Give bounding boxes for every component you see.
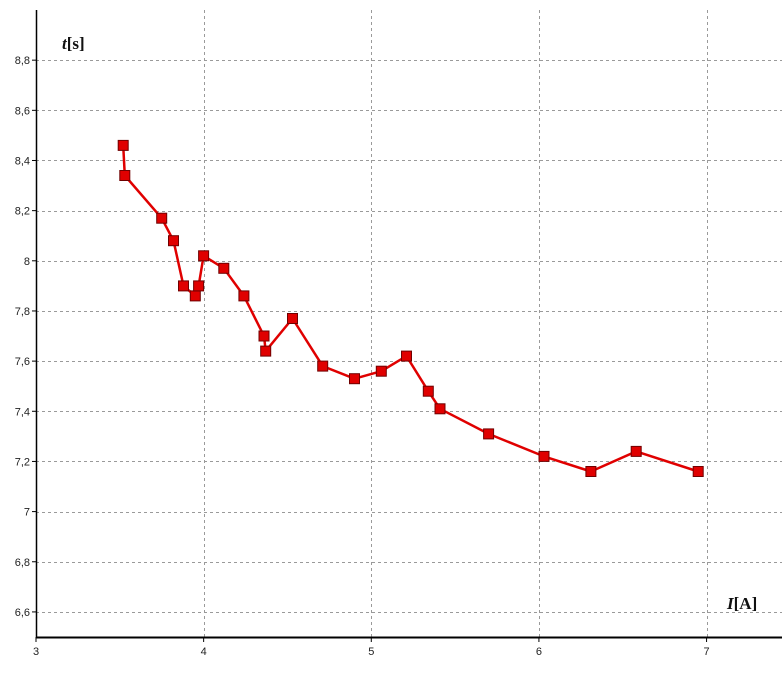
- data-point-marker: [156, 212, 168, 224]
- y-tick-label: 8,8: [15, 55, 30, 67]
- x-tick-labels: 3 4 5 6 7: [33, 637, 710, 658]
- data-point-marker: [117, 139, 129, 151]
- data-point-marker: [692, 466, 704, 477]
- y-tick-label: 7: [24, 507, 30, 519]
- grid: [36, 10, 782, 637]
- y-tick-label: 7,8: [15, 306, 30, 318]
- data-point-marker: [317, 360, 329, 372]
- y-tick-label: 7,2: [15, 456, 30, 468]
- x-axis-title: I[A]: [726, 594, 757, 613]
- data-point-marker: [630, 445, 642, 457]
- x-tick-label: 5: [368, 646, 374, 658]
- x-tick-label: 4: [201, 646, 207, 658]
- x-tick-label: 6: [536, 646, 542, 658]
- data-point-marker: [238, 290, 250, 302]
- data-point-marker: [198, 250, 210, 262]
- series-line: [121, 145, 699, 473]
- x-tick-label: 3: [33, 646, 39, 658]
- y-tick-label: 8,4: [15, 155, 30, 167]
- y-axis-variable: t: [62, 34, 68, 53]
- data-point-marker: [287, 313, 298, 324]
- data-series: [117, 139, 704, 477]
- y-axis-title: t[s]: [62, 34, 85, 53]
- data-point-marker: [258, 330, 270, 342]
- data-point-marker: [218, 262, 230, 274]
- data-point-marker: [168, 235, 179, 247]
- data-point-marker: [422, 385, 434, 397]
- x-axis-variable: I: [726, 594, 735, 613]
- data-point-marker: [119, 170, 131, 181]
- y-tick-label: 6,6: [15, 607, 30, 619]
- y-tick-label: 8,2: [15, 206, 30, 218]
- x-axis-unit: [A]: [734, 594, 758, 613]
- data-point-marker: [193, 280, 205, 292]
- data-point-marker: [189, 290, 201, 302]
- data-point-marker: [585, 466, 597, 477]
- data-point-marker: [260, 345, 272, 357]
- y-tick-label: 8: [24, 256, 30, 268]
- axes: [35, 10, 782, 639]
- data-point-marker: [401, 350, 412, 362]
- x-tick-label: 7: [703, 646, 709, 658]
- y-tick-labels: 6,6 6,8 7 7,2 7,4 7,6 7,8 8 8,2 8,4 8,6 8,8: [15, 55, 36, 619]
- data-point-marker: [538, 450, 550, 462]
- data-point-marker: [434, 403, 446, 415]
- y-tick-label: 6,8: [15, 557, 30, 569]
- data-point-marker: [178, 280, 189, 292]
- y-tick-label: 8,6: [15, 105, 30, 117]
- data-point-marker: [375, 365, 387, 377]
- y-axis-unit: [s]: [67, 34, 85, 53]
- y-tick-label: 7,6: [15, 356, 30, 368]
- y-tick-label: 7,4: [15, 406, 30, 418]
- data-point-marker: [483, 428, 495, 440]
- data-point-marker: [349, 373, 360, 385]
